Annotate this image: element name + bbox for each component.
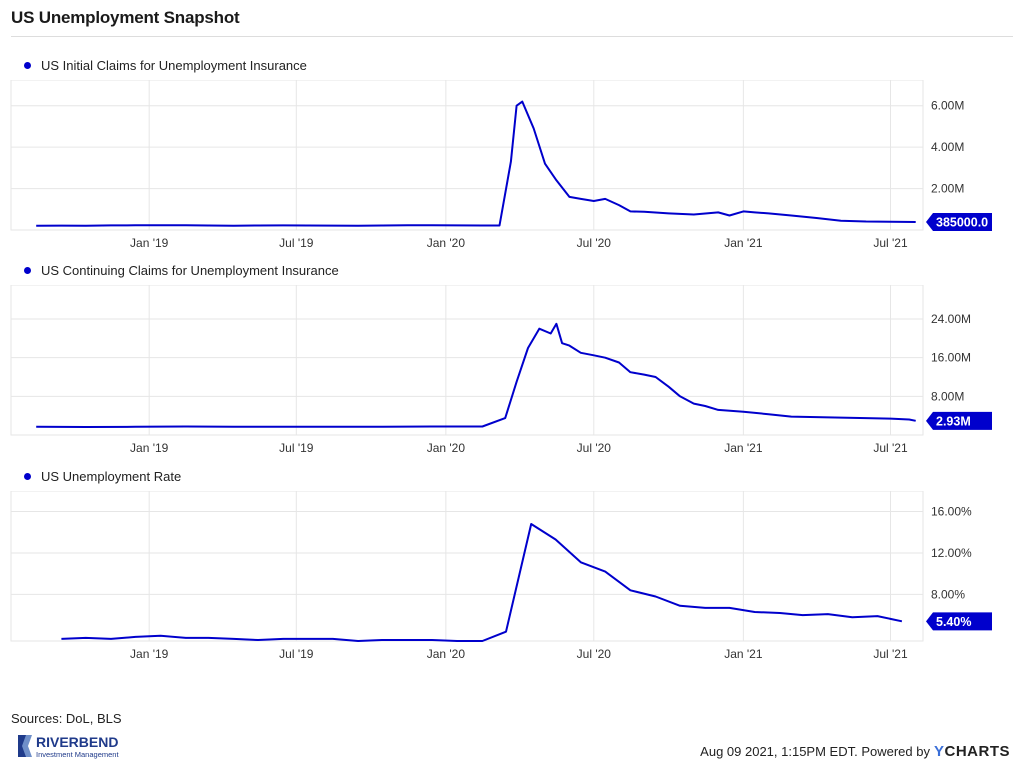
last-value-badge [926,213,992,232]
y-tick-label: 8.00M [931,389,964,403]
chart-initial-claims: Jan '19 Jul '19 Jan '20 Jul '20 Jan '21 Jul '… [10,80,992,250]
x-tick-label: Jul '20 [577,647,612,661]
credit-text: Aug 09 2021, 1:15PM EDT. Powered by [700,744,930,759]
sources-text: Sources: DoL, BLS [11,711,122,726]
svg-text:Investment Management: Investment Management [36,750,119,759]
legend-initial-claims: US Initial Claims for Unemployment Insur… [24,58,307,73]
y-tick-label: 6.00M [931,99,964,113]
series-dot-icon [24,62,31,69]
y-tick-label: 16.00M [931,351,971,365]
legend-label: US Initial Claims for Unemployment Insur… [41,58,307,73]
legend-label: US Continuing Claims for Unemployment In… [41,263,339,278]
riverbend-logo: RIVERBEND Investment Management [18,734,119,759]
legend-continuing-claims: US Continuing Claims for Unemployment In… [24,263,339,278]
x-tick-label: Jul '21 [873,647,908,661]
series-line [61,523,903,642]
last-value-label: 385000.0 [926,213,992,232]
y-tick-label: 12.00% [931,546,972,560]
plot-frame [10,285,924,436]
legend-label: US Unemployment Rate [41,469,182,484]
chart-unemployment-rate: Jan '19 Jul '19 Jan '20 Jul '20 Jan '21 Jul '… [10,491,992,661]
x-tick-label: Jan '19 [130,236,169,250]
y-tick-label: 8.00% [931,587,965,601]
x-tick-label: Jan '21 [724,236,763,250]
x-tick-label: Jan '20 [427,236,466,250]
x-tick-label: Jan '19 [130,441,169,455]
powered-by-credit: Aug 09 2021, 1:15PM EDT. Powered by YCHA… [700,743,1010,760]
x-tick-label: Jul '21 [873,441,908,455]
x-tick-label: Jan '20 [427,441,466,455]
x-tick-label: Jan '21 [724,441,763,455]
last-value-text: 2.93M [936,414,971,428]
plot-frame [10,80,924,231]
legend-unemployment-rate: US Unemployment Rate [24,469,181,484]
chart-continuing-claims: Jan '19 Jul '19 Jan '20 Jul '20 Jan '21 Jul '… [10,285,992,455]
y-tick-label: 2.00M [931,182,964,196]
series-line [36,100,916,227]
y-tick-label: 4.00M [931,140,964,154]
x-tick-label: Jan '21 [724,647,763,661]
last-value-text: 385000.0 [936,216,988,230]
title-divider [11,36,1013,37]
last-value-text: 5.40% [936,615,971,629]
x-tick-label: Jul '19 [279,236,314,250]
y-tick-label: 24.00M [931,312,971,326]
plot-frame [10,491,924,642]
last-value-label: 5.40% [926,612,992,631]
x-tick-label: Jul '20 [577,441,612,455]
x-tick-label: Jan '20 [427,647,466,661]
series-line [36,322,916,428]
last-value-label: 2.93M [926,411,992,430]
page-title: US Unemployment Snapshot [11,8,240,27]
x-tick-label: Jan '19 [130,647,169,661]
x-tick-label: Jul '20 [577,236,612,250]
series-dot-icon [24,473,31,480]
x-tick-label: Jul '19 [279,647,314,661]
y-tick-label: 16.00% [931,505,972,519]
last-value-badge [926,411,992,430]
x-tick-label: Jul '19 [279,441,314,455]
ycharts-logo: YCHARTS [933,743,1010,760]
x-tick-label: Jul '21 [873,236,908,250]
last-value-badge [926,612,992,631]
svg-text:RIVERBEND: RIVERBEND [36,734,118,750]
series-dot-icon [24,267,31,274]
